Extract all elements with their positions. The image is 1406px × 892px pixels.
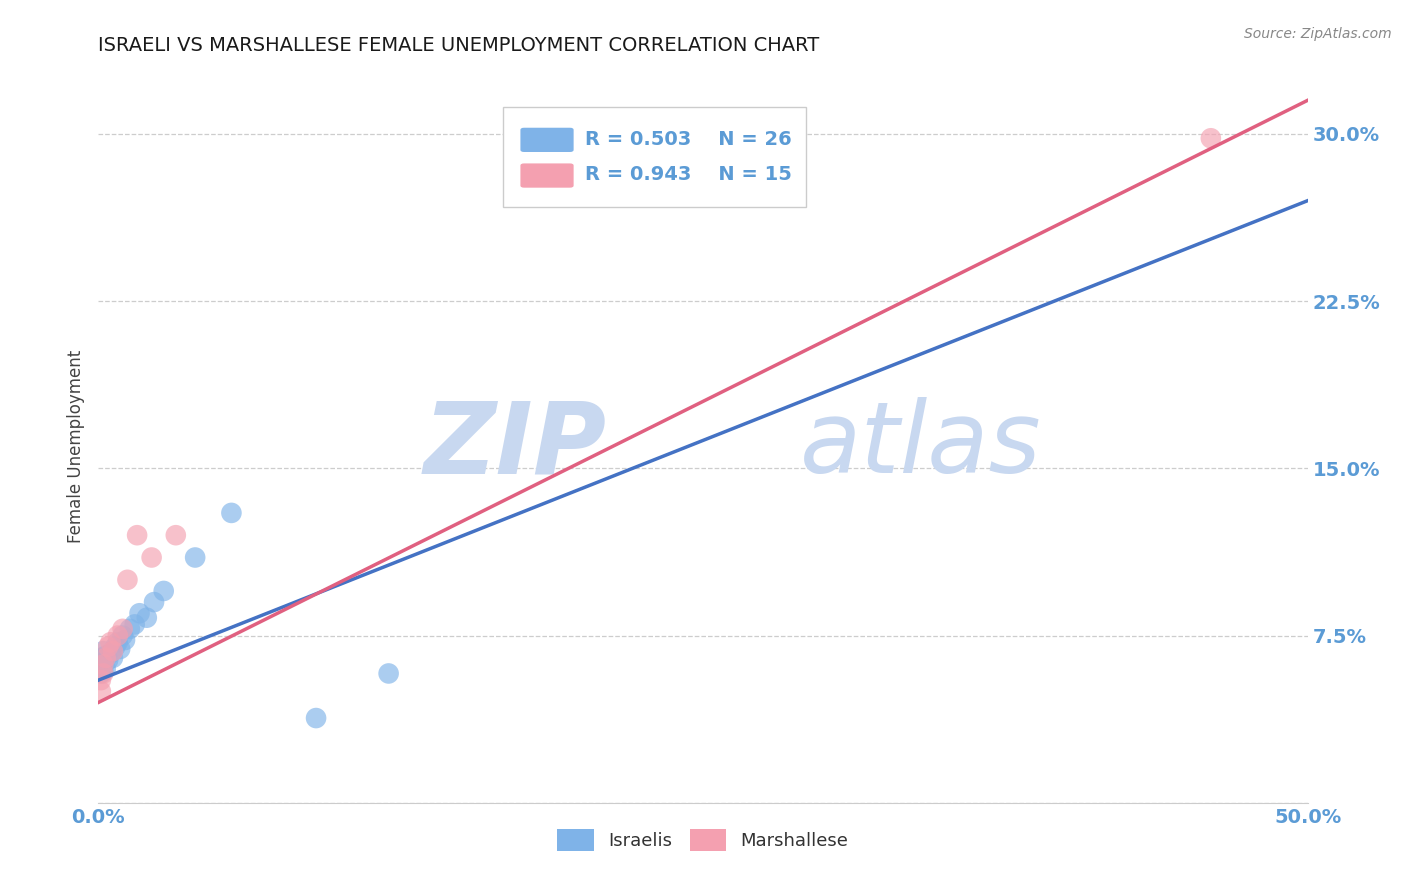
Point (91, 655, 114, 669)
Point (97, 640, 120, 654)
Point (152, 583, 174, 598)
Point (107, 628, 129, 642)
Point (111, 628, 134, 642)
Point (90, 666, 112, 681)
Y-axis label: Female Unemployment: Female Unemployment (66, 350, 84, 542)
Point (117, 573, 139, 587)
Point (221, 506, 243, 520)
Point (91, 664, 114, 679)
Point (305, 711, 328, 725)
Point (90, 673, 112, 687)
Point (165, 528, 187, 542)
Point (91, 657, 114, 672)
Point (184, 550, 207, 565)
Legend: Israelis, Marshallese: Israelis, Marshallese (550, 822, 856, 858)
Point (90, 684, 112, 698)
Point (91, 644, 114, 658)
Point (94, 651, 117, 665)
Point (114, 633, 136, 648)
Point (141, 550, 163, 565)
Text: ISRAELI VS MARSHALLESE FEMALE UNEMPLOYMENT CORRELATION CHART: ISRAELI VS MARSHALLESE FEMALE UNEMPLOYME… (98, 36, 820, 54)
Point (108, 642, 131, 657)
Point (90, 657, 112, 672)
Text: ZIP: ZIP (423, 398, 606, 494)
Text: Source: ZipAtlas.com: Source: ZipAtlas.com (1244, 27, 1392, 41)
Point (94, 648, 117, 663)
FancyBboxPatch shape (520, 128, 574, 152)
Point (124, 617, 146, 632)
Point (91, 666, 114, 681)
Text: atlas: atlas (800, 398, 1042, 494)
Point (104, 640, 127, 654)
Point (97, 653, 120, 667)
Point (101, 651, 124, 665)
Point (101, 644, 124, 658)
Point (111, 622, 134, 636)
Point (94, 662, 117, 676)
Point (107, 635, 129, 649)
Point (143, 595, 166, 609)
Text: R = 0.943    N = 15: R = 0.943 N = 15 (585, 165, 792, 185)
Point (135, 610, 157, 624)
Point (100, 646, 122, 660)
Point (127, 528, 149, 542)
Point (100, 635, 122, 649)
FancyBboxPatch shape (520, 163, 574, 187)
Point (377, 666, 399, 681)
Point (90, 651, 112, 665)
Point (118, 622, 141, 636)
Point (1199, 131, 1222, 145)
Point (128, 607, 150, 621)
FancyBboxPatch shape (503, 107, 806, 207)
Text: R = 0.503    N = 26: R = 0.503 N = 26 (585, 129, 792, 149)
